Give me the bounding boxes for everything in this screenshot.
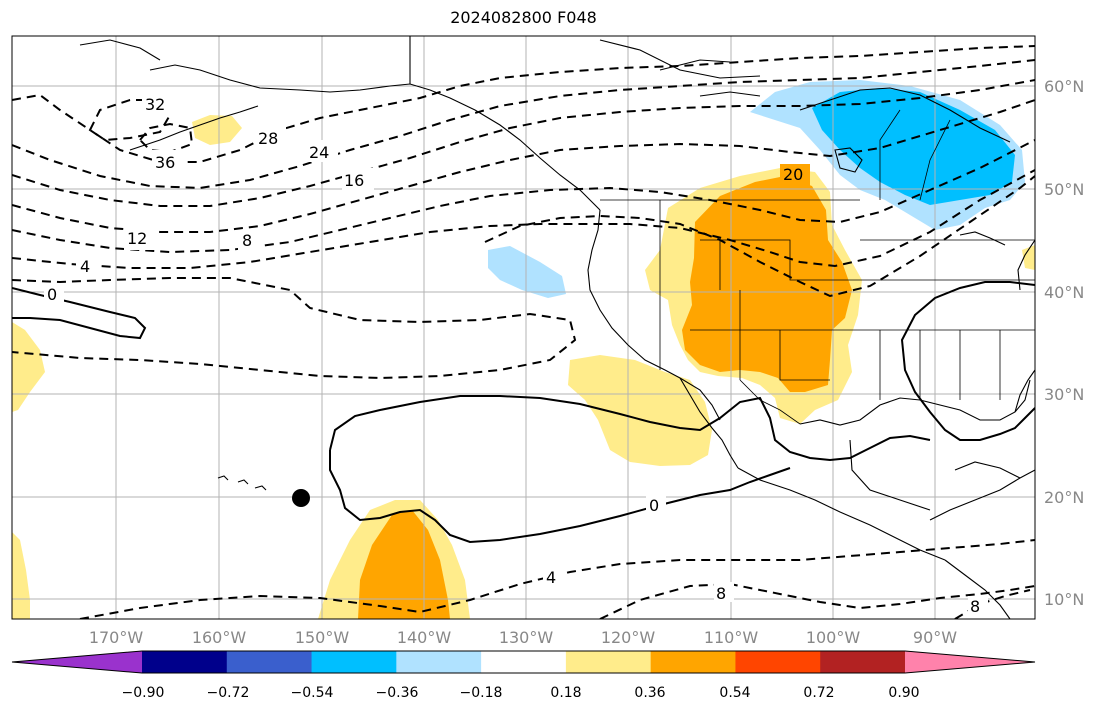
lon-label: 100°W	[806, 628, 861, 647]
colorbar-segment	[820, 651, 906, 673]
lon-label: 130°W	[499, 628, 554, 647]
colorbar-tick-label: −0.54	[291, 685, 334, 701]
colorbar-tick-label: 0.72	[803, 685, 834, 701]
map-frame	[11, 35, 1036, 620]
positive-anomaly-left-edge-top	[12, 322, 45, 412]
lat-label: 60°N	[1044, 77, 1084, 96]
contour-label: 12	[127, 229, 147, 248]
lat-label: 30°N	[1044, 385, 1084, 404]
colorbar-outline	[11, 650, 1036, 674]
colorbar-segment	[311, 651, 397, 673]
zero-contours	[12, 281, 1035, 544]
colorbar-tick-label: 0.18	[550, 685, 581, 701]
colorbar-extend-high	[905, 651, 1035, 673]
lat-label: 20°N	[1044, 488, 1084, 507]
colorbar-tick-label: −0.72	[207, 685, 250, 701]
coastlines	[79, 36, 1035, 619]
colorbar-segment	[735, 651, 821, 673]
lat-label: 50°N	[1044, 180, 1084, 199]
contour-label: 20	[783, 165, 803, 184]
contour-label: 4	[546, 568, 556, 587]
positive-anomaly-west-us-orange	[682, 176, 852, 392]
negative-anomaly-pacific-offshore	[488, 246, 566, 298]
positive-anomaly-aleutian	[192, 115, 242, 145]
positive-anomaly-east-coast	[1022, 245, 1035, 270]
contour-label: 24	[309, 143, 329, 162]
political-borders	[600, 109, 1035, 425]
location-marker	[292, 489, 310, 507]
longitude-labels: 170°W 160°W 150°W 140°W 130°W 120°W 110°…	[89, 628, 957, 647]
contour-label: 8	[716, 584, 726, 603]
dashed-contours	[12, 45, 1035, 619]
colorbar-segment	[650, 651, 736, 673]
lon-label: 120°W	[601, 628, 656, 647]
colorbar-segment	[226, 651, 313, 673]
contour-label: 8	[242, 231, 252, 250]
lon-label: 150°W	[295, 628, 350, 647]
positive-anomaly-pacific-orange	[358, 510, 450, 619]
colorbar-segment	[142, 651, 228, 673]
colorbar-tick-label: −0.90	[122, 685, 165, 701]
lat-label: 10°N	[1044, 590, 1084, 609]
lon-label: 160°W	[192, 628, 247, 647]
colorbar-tick-label: 0.36	[634, 685, 665, 701]
contour-label: 0	[47, 285, 57, 304]
contour-label: 36	[155, 153, 175, 172]
colorbar-tick-label: 0.90	[888, 685, 919, 701]
lat-label: 40°N	[1044, 283, 1084, 302]
lon-label: 140°W	[397, 628, 452, 647]
contour-label: 28	[258, 129, 278, 148]
negative-anomaly-canada-blue	[812, 88, 1015, 205]
colorbar-segment	[481, 651, 567, 673]
graticule	[12, 36, 1035, 619]
colorbar-segment	[565, 651, 652, 673]
contour-label: 4	[80, 257, 90, 276]
colorbar-segment	[396, 651, 482, 673]
colorbar-extend-low	[12, 651, 142, 673]
lon-label: 90°W	[913, 628, 957, 647]
lon-label: 110°W	[704, 628, 759, 647]
map-title: 2024082800 F048	[450, 8, 597, 27]
lon-label: 170°W	[89, 628, 144, 647]
contour-label: 0	[649, 496, 659, 515]
positive-anomaly-baja-light	[568, 355, 712, 466]
colorbar	[11, 650, 1036, 674]
colorbar-tick-label: −0.36	[376, 685, 419, 701]
contour-label: 16	[344, 171, 364, 190]
colorbar-tick-label: −0.18	[460, 685, 503, 701]
latitude-labels: 60°N 50°N 40°N 30°N 20°N 10°N	[1044, 77, 1084, 609]
contour-label: 32	[145, 95, 165, 114]
positive-anomaly-left-edge-bottom	[12, 532, 30, 619]
colorbar-tick-label: 0.54	[719, 685, 750, 701]
contour-labels: 32 36 28 24 16 12 8 4 0 20 0 4 8 8	[44, 92, 988, 616]
contour-label: 8	[970, 597, 980, 616]
colorbar-tick-labels: −0.90 −0.72 −0.54 −0.36 −0.18 0.18 0.36 …	[122, 685, 920, 701]
